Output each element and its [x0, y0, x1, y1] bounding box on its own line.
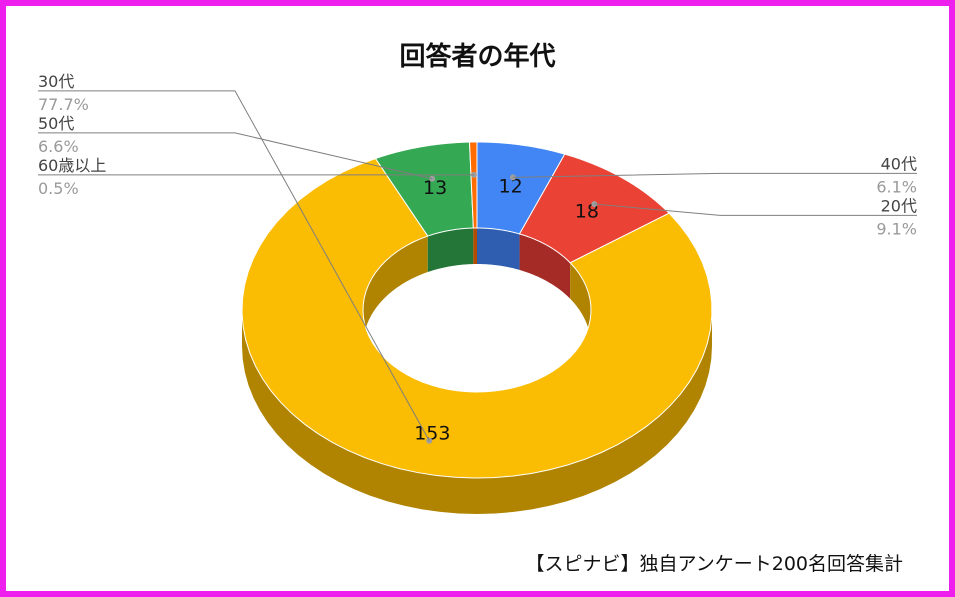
slice-label-0: 40代 [881, 154, 917, 173]
slice-percent-3: 6.6% [38, 137, 79, 156]
slice-label-4: 60歳以上 [38, 156, 106, 175]
slice-outer-side-2 [242, 310, 712, 514]
leader-line-0 [512, 172, 917, 178]
slice-percent-1: 9.1% [876, 219, 917, 238]
chart-title: 回答者の年代 [399, 42, 556, 72]
source-note: 【スピナビ】独自アンケート200名回答集計 [525, 553, 903, 575]
slice-value-label-3: 13 [423, 177, 447, 199]
slice-label-2: 30代 [38, 72, 74, 91]
slice-percent-0: 6.1% [876, 177, 917, 196]
slice-value-label-0: 12 [499, 176, 523, 198]
slice-label-3: 50代 [38, 114, 74, 133]
slice-percent-4: 0.5% [38, 179, 79, 198]
slice-label-1: 20代 [881, 196, 917, 215]
slice-inner-side-2 [363, 236, 428, 346]
leader-line-3 [38, 132, 433, 180]
leader-line-2 [38, 90, 430, 441]
leader-line-1 [594, 203, 917, 216]
slice-inner-side-2 [570, 262, 591, 346]
slice-inner-side-3 [427, 228, 474, 273]
slice-4 [468, 141, 478, 229]
slice-inner-side-0 [477, 228, 520, 270]
slice-percent-2: 77.7% [38, 95, 89, 114]
slice-inner-side-1 [519, 233, 571, 299]
slice-inner-side-4 [473, 228, 477, 265]
slice-value-label-2: 153 [414, 423, 450, 445]
